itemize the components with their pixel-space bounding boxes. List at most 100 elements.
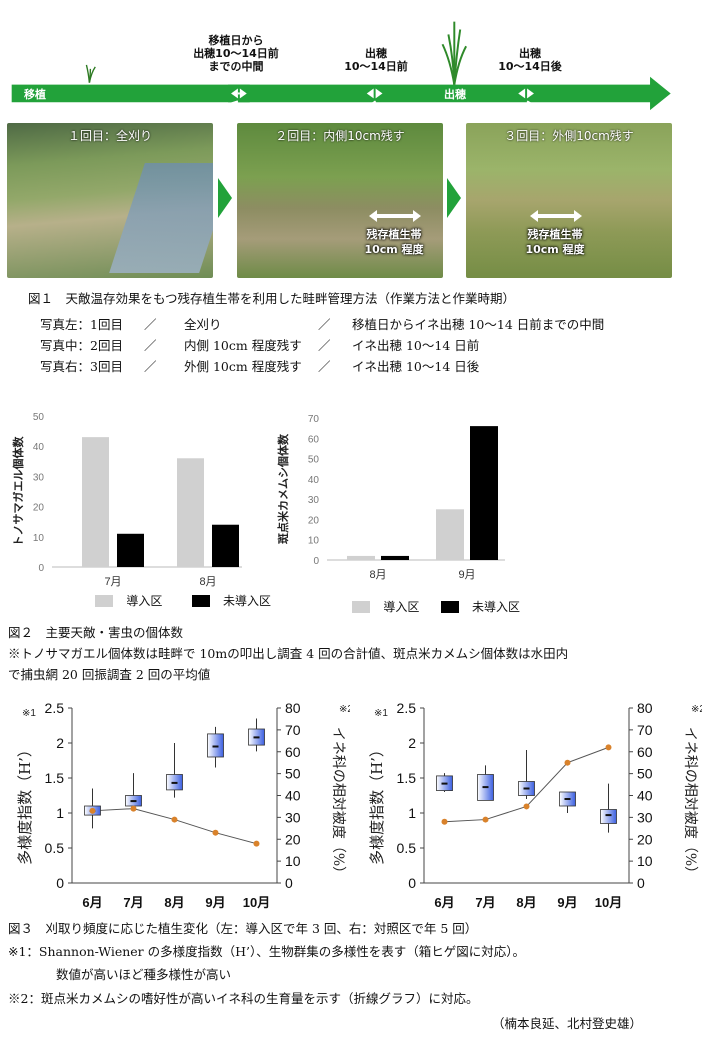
y-axis-label: 多様度指数（H’）	[368, 742, 386, 865]
photo-middle-band-label: 残存植生帯 10cm 程度	[364, 228, 424, 256]
photo-left: １回目：全刈り	[7, 123, 213, 278]
legend-swatch-introduced	[352, 600, 370, 613]
y-tick-label: 20	[33, 503, 45, 514]
y-tick-label: 0.5	[45, 840, 65, 856]
y2-tick-label: 60	[285, 744, 301, 760]
x-tick-label: 9月	[205, 895, 225, 910]
box	[207, 733, 224, 758]
row-method: 内側 10cm 程度残す	[184, 338, 302, 353]
row-sep: ／	[318, 359, 331, 374]
grass-cover-point	[253, 840, 260, 847]
fig3-authors: （楠本良延、北村登史雄）	[492, 1016, 643, 1031]
row-photo: 写真中：2回目	[40, 338, 123, 353]
grass-cover-point	[130, 805, 137, 812]
legend-label-introduced: 導入区	[126, 594, 163, 608]
y-tick-label: 0	[56, 875, 64, 891]
timeline-marker2-label: 出穂 10〜14日前	[344, 47, 408, 73]
y2-tick-label: 70	[285, 722, 301, 738]
fig1-row: 写真右：3回目 ／ 外側 10cm 程度残す ／ イネ出穂 10〜14 日後	[40, 356, 680, 377]
photo-right-label: ３回目：外側10cm残す	[504, 129, 634, 143]
grass-cover-point	[523, 803, 530, 810]
y2-tick-label: 20	[285, 831, 301, 847]
x-tick-label: 7月	[123, 895, 143, 910]
bar-not-introduced	[117, 533, 144, 567]
timeline-arrow	[11, 76, 671, 111]
row-timing: イネ出穂 10〜14 日前	[352, 338, 480, 353]
y-axis-label: トノサマガエル個体数	[11, 436, 25, 547]
fig3-note1-line1: ※1：Shannon-Wiener の多様度指数（H’）、生物群集の多様性を表す…	[8, 944, 526, 959]
fig1-row: 写真左：1回目 ／ 全刈り ／ 移植日からイネ出穂 10〜14 日前までの中間	[40, 314, 680, 335]
marker3-double-arrow-icon	[518, 88, 534, 99]
row-photo: 写真左：1回目	[40, 317, 123, 332]
y-tick-label: 0	[408, 875, 416, 891]
grass-cover-line	[92, 808, 257, 845]
y2-axis-label: イネ科の相対被度（%）	[682, 727, 698, 880]
timeline-marker3-label: 出穂 10〜14日後	[498, 47, 562, 73]
fig2-chart-stinkbug: 0 10 20 30 40 50 60 70 8月 9月 斑点米カメムシ個体数	[276, 414, 505, 581]
bar-introduced	[82, 437, 109, 567]
row-timing: 移植日からイネ出穂 10〜14 日前までの中間	[352, 317, 605, 332]
bar-introduced	[436, 509, 464, 560]
y-tick-label: 1.5	[397, 770, 417, 786]
photo-left-label: １回目：全刈り	[67, 129, 152, 143]
y-tick-label: 50	[33, 412, 45, 423]
y-tick-label: 1	[408, 805, 416, 821]
row-method: 全刈り	[184, 317, 222, 332]
fig2-chart-frog: 0 10 20 30 40 50 7月 8月 トノサマガエル個体数	[11, 412, 242, 588]
y2-tick-label: 80	[285, 700, 301, 716]
fig3-chart-introduced: 0 0.5 1 1.5 2 2.5 0 10 20 30 40 50 60 70 80 6月 7月 8月 9月 10月…	[16, 700, 350, 910]
y-axis-note: ※1	[374, 708, 388, 719]
width-double-arrow-icon	[530, 210, 582, 222]
legend-label-not-introduced: 未導入区	[472, 600, 521, 614]
y2-tick-label: 20	[637, 831, 653, 847]
y2-tick-label: 0	[285, 875, 293, 891]
row-sep: ／	[144, 338, 157, 353]
legend-label-not-introduced: 未導入区	[223, 594, 272, 608]
grass-cover-point	[564, 759, 571, 766]
x-tick-label: 7月	[104, 576, 121, 588]
y2-tick-label: 10	[637, 853, 653, 869]
row-sep: ／	[144, 359, 157, 374]
y-tick-label: 70	[308, 414, 320, 425]
width-double-arrow-icon	[369, 210, 421, 222]
photo-arrow-2-icon	[447, 178, 461, 222]
marker1-double-arrow-icon	[228, 84, 250, 103]
fig2-caption: 図２ 主要天敵・害虫の個体数	[8, 625, 184, 640]
paddy-water	[109, 163, 213, 273]
row-sep: ／	[144, 317, 157, 332]
y2-tick-label: 30	[637, 809, 653, 825]
legend-swatch-introduced	[95, 594, 113, 607]
y2-tick-label: 40	[285, 788, 301, 804]
bar-introduced	[177, 458, 204, 567]
box	[600, 809, 617, 824]
y2-tick-label: 50	[637, 766, 653, 782]
legend-swatch-not-introduced	[440, 600, 459, 613]
y2-tick-label: 60	[637, 744, 653, 760]
row-timing: イネ出穂 10〜14 日後	[352, 359, 480, 374]
y-tick-label: 30	[308, 495, 320, 506]
y-tick-label: 0	[313, 556, 319, 567]
y-tick-label: 0.5	[397, 840, 417, 856]
fig3-caption: 図３ 刈取り頻度に応じた植生変化（左：導入区で年 3 回、右：対照区で年 5 回…	[8, 921, 478, 936]
fig3-note2: ※2：斑点米カメムシの嗜好性が高いイネ科の生育量を示す（折線グラフ）に対応。	[8, 991, 479, 1006]
fig3-note1-line2: 数値が高いほど種多様性が高い	[56, 967, 232, 982]
x-tick-label: 6月	[434, 895, 454, 910]
photo-arrow-1-icon	[218, 178, 232, 222]
y-tick-label: 2	[408, 735, 416, 751]
legend-swatch-not-introduced	[191, 594, 210, 607]
bar-introduced	[347, 555, 375, 560]
grass-cover-point	[482, 816, 489, 823]
x-tick-label: 10月	[595, 895, 622, 910]
pointer-arrows	[162, 100, 566, 120]
y-axis-label: 多様度指数（H’）	[16, 742, 34, 865]
y2-tick-label: 10	[285, 853, 301, 869]
y-tick-label: 1	[56, 805, 64, 821]
row-sep: ／	[318, 338, 331, 353]
fig2-note-line1: ※トノサマガエル個体数は畦畔で 10mの叩出し調査 4 回の合計値、斑点米カメム…	[8, 646, 569, 661]
y-tick-label: 2.5	[45, 700, 65, 716]
legend-label-introduced: 導入区	[383, 600, 420, 614]
fig1-rows: 写真左：1回目 ／ 全刈り ／ 移植日からイネ出穂 10〜14 日前までの中間 …	[40, 314, 680, 377]
y-tick-label: 1.5	[45, 770, 65, 786]
fig3-chart-control: 0 0.5 1 1.5 2 2.5 0 10 20 30 40 50 60 70 80 6月 7月 8月 9月 10月…	[368, 700, 702, 910]
fig1-timeline	[11, 21, 671, 120]
